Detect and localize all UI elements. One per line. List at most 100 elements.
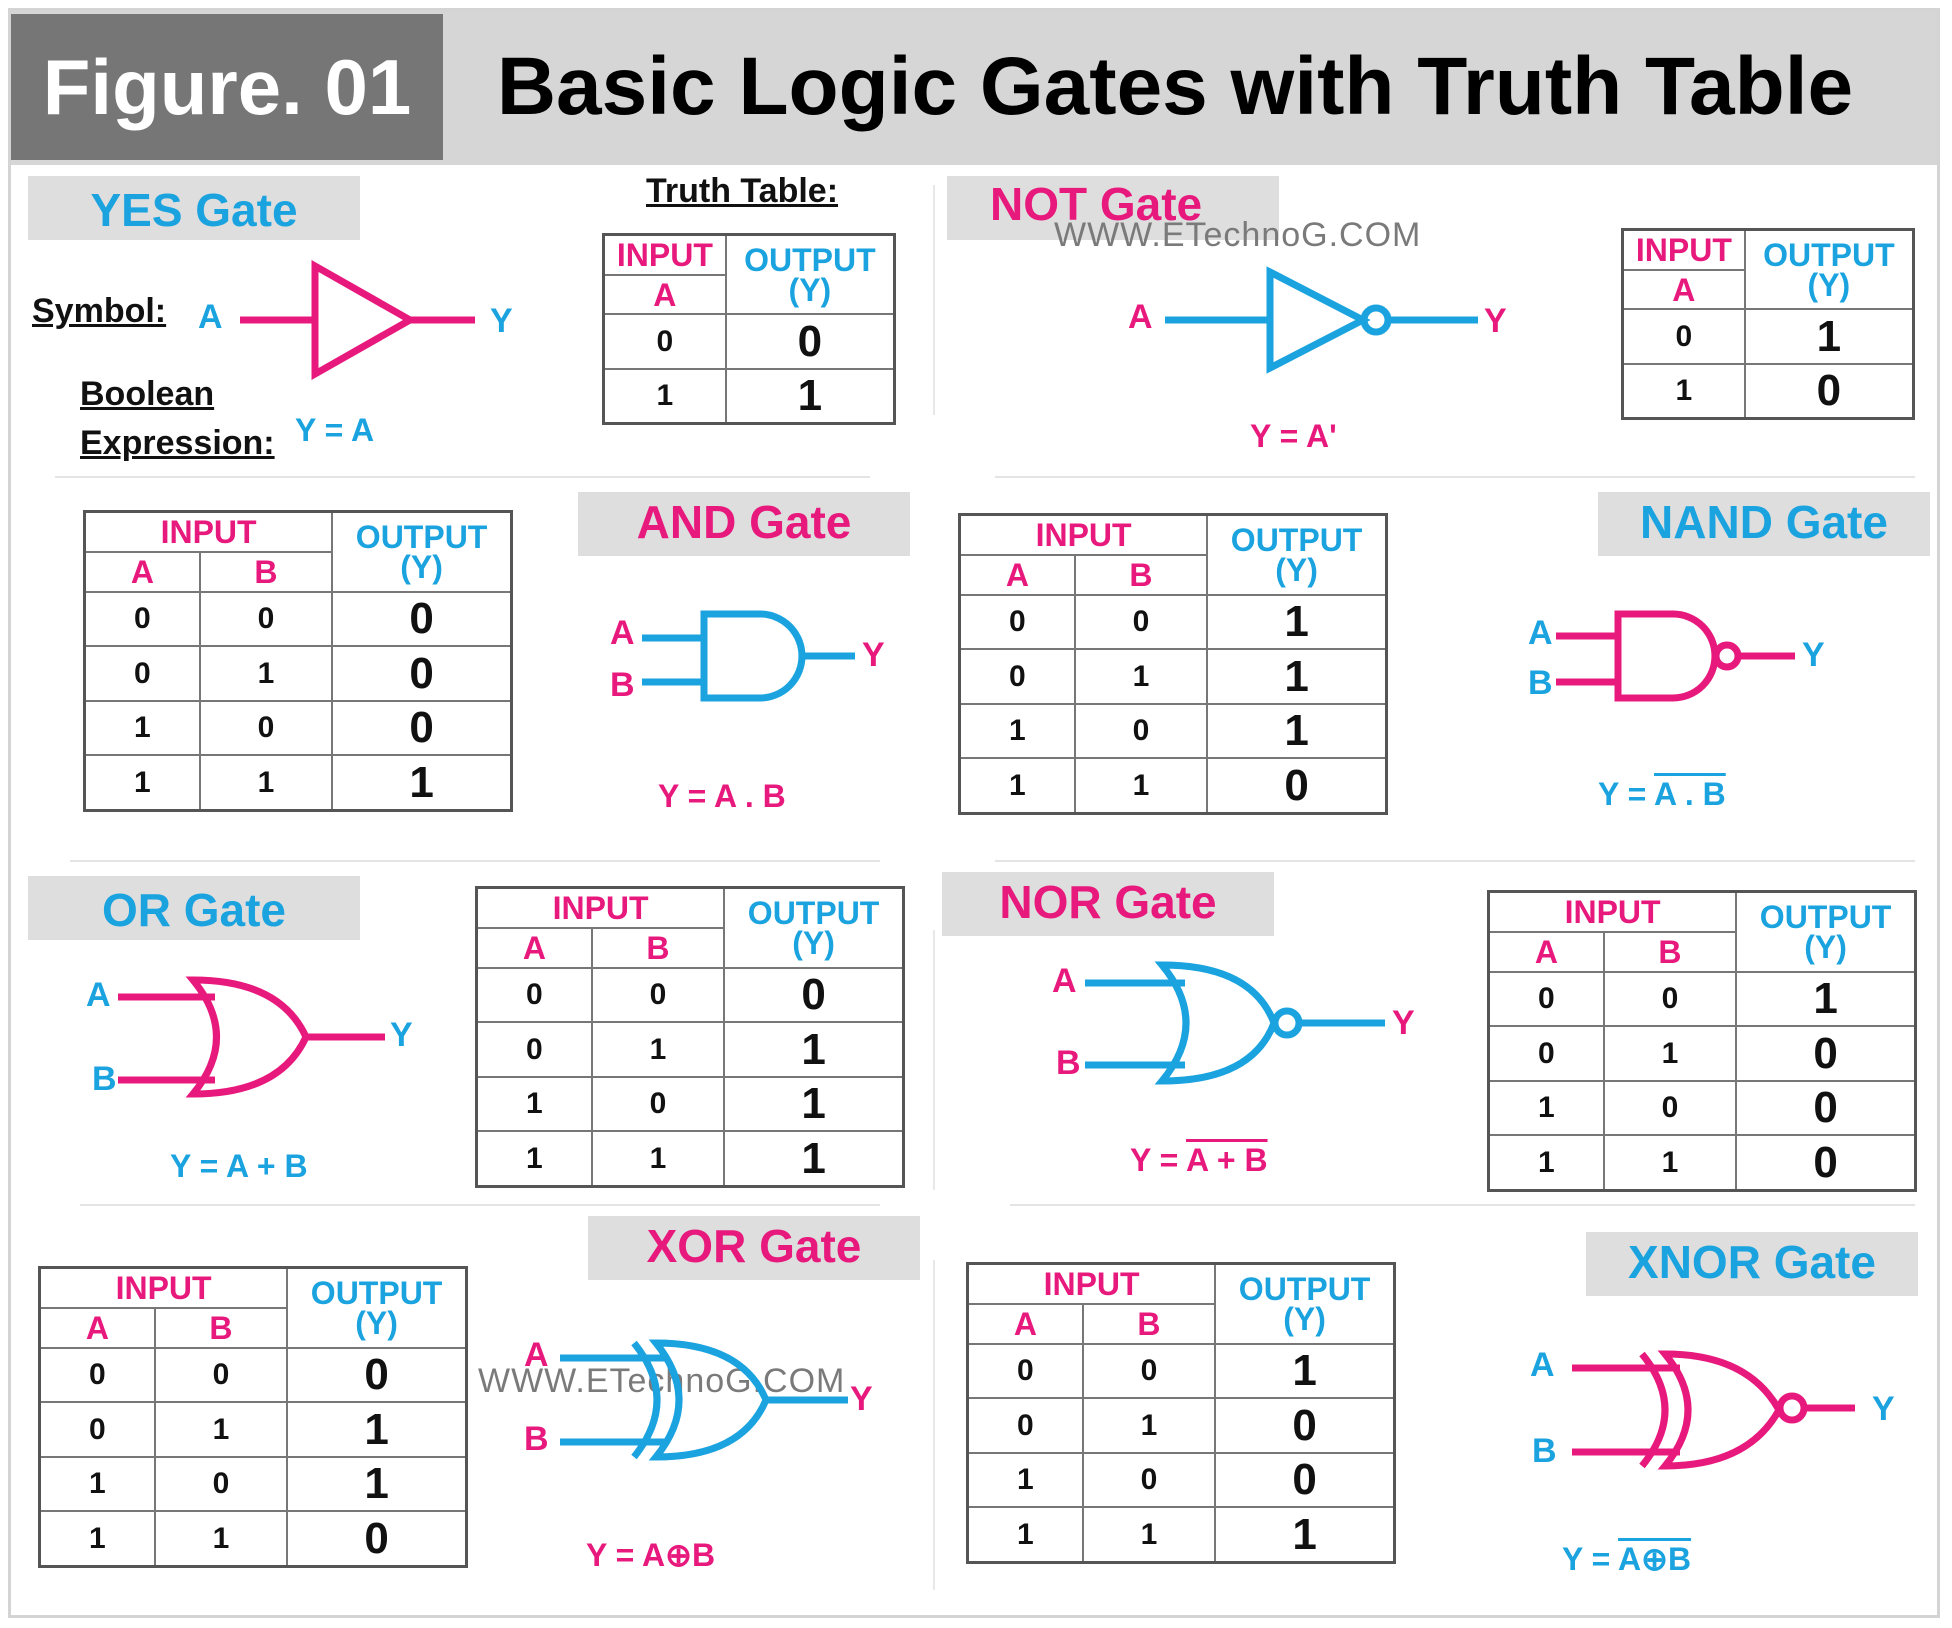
output-header-y: (Y) bbox=[400, 548, 443, 585]
input-cell: 1 bbox=[958, 757, 1076, 815]
output-cell: 1 bbox=[286, 1401, 468, 1458]
input-cell: 1 bbox=[153, 1401, 289, 1458]
input-cell: 1 bbox=[475, 1130, 593, 1188]
not-expression: Y = A' bbox=[1250, 418, 1337, 454]
input-cell: 0 bbox=[1081, 1451, 1217, 1509]
not-truth-table: INPUT OUTPUT (Y) A 0 1 1 0 bbox=[1621, 228, 1915, 420]
input-cell: 1 bbox=[475, 1075, 593, 1133]
table-header-row: INPUT OUTPUT (Y) bbox=[1487, 890, 1917, 973]
input-cell: 1 bbox=[1602, 1025, 1738, 1082]
output-cell: 1 bbox=[1743, 308, 1915, 365]
input-cell: 1 bbox=[1487, 1079, 1605, 1137]
nand-gate-symbol bbox=[1556, 610, 1795, 702]
output-cell: 0 bbox=[1206, 757, 1388, 815]
output-header-label: OUTPUT bbox=[355, 518, 488, 555]
xnor-output-y-label: Y bbox=[1872, 1390, 1895, 1428]
and-input-a-label: A bbox=[610, 614, 635, 652]
figure-label-box bbox=[11, 14, 443, 160]
output-header-label: OUTPUT bbox=[1230, 521, 1363, 558]
output-cell: 0 bbox=[286, 1510, 468, 1568]
input-cell: 0 bbox=[602, 313, 727, 370]
input-cell: 1 bbox=[958, 702, 1076, 760]
output-cell: 1 bbox=[723, 1075, 905, 1133]
page-title: Basic Logic Gates with Truth Table bbox=[496, 41, 1854, 132]
xnor-input-b-label: B bbox=[1532, 1432, 1557, 1470]
input-header: INPUT bbox=[602, 233, 727, 276]
xnor-gate-symbol bbox=[1572, 1350, 1855, 1470]
column-a-header: A bbox=[1487, 930, 1605, 973]
column-a-header: A bbox=[475, 926, 593, 969]
xnor-expression-prefix: Y = bbox=[1562, 1541, 1619, 1577]
output-cell: 0 bbox=[331, 645, 513, 702]
input-cell: 1 bbox=[38, 1455, 156, 1513]
input-cell: 1 bbox=[153, 1510, 289, 1568]
input-cell: 1 bbox=[1621, 362, 1746, 420]
input-cell: 0 bbox=[475, 1021, 593, 1078]
xor-gate-title: XOR Gate bbox=[646, 1220, 862, 1272]
input-cell: 0 bbox=[153, 1346, 289, 1404]
column-a-header: A bbox=[958, 553, 1076, 596]
output-cell: 1 bbox=[723, 1130, 905, 1188]
column-b-header: B bbox=[198, 550, 334, 593]
output-cell: 0 bbox=[723, 966, 905, 1024]
symbol-caption: Symbol: bbox=[32, 292, 167, 330]
input-cell: 1 bbox=[1073, 757, 1209, 815]
output-header-label: OUTPUT bbox=[1238, 1270, 1371, 1307]
figure-frame bbox=[8, 8, 1940, 1618]
nand-input-a-label: A bbox=[1528, 614, 1553, 652]
yes-input-a-label: A bbox=[198, 298, 223, 336]
table-subheader-row: A bbox=[602, 273, 895, 316]
input-cell: 0 bbox=[198, 590, 334, 648]
input-header: INPUT bbox=[38, 1266, 289, 1309]
input-cell: 0 bbox=[1621, 308, 1746, 365]
nor-truth-table: INPUT OUTPUT (Y) A B 0 0 1 0 1 0 1 0 0 1 1 0 bbox=[1487, 890, 1917, 1192]
input-header: INPUT bbox=[1621, 228, 1746, 271]
xor-input-a-label: A bbox=[524, 1336, 549, 1374]
input-cell: 0 bbox=[1602, 970, 1738, 1028]
input-cell: 1 bbox=[1487, 1134, 1605, 1192]
output-header-y: (Y) bbox=[788, 271, 832, 308]
xor-output-y-label: Y bbox=[850, 1380, 873, 1418]
nand-truth-table: INPUT OUTPUT (Y) A B 0 0 1 0 1 1 1 0 1 1 1 0 bbox=[958, 513, 1388, 815]
output-cell: 1 bbox=[1206, 648, 1388, 705]
or-input-b-label: B bbox=[92, 1060, 117, 1098]
output-header-y: (Y) bbox=[1283, 1300, 1326, 1337]
output-cell: 1 bbox=[1206, 702, 1388, 760]
output-cell: 0 bbox=[331, 590, 513, 648]
column-a-header: A bbox=[1621, 268, 1746, 311]
input-cell: 1 bbox=[1602, 1134, 1738, 1192]
output-cell: 1 bbox=[331, 754, 513, 812]
and-output-y-label: Y bbox=[862, 636, 885, 674]
and-input-b-label: B bbox=[610, 666, 635, 704]
yes-truth-table: INPUT OUTPUT (Y) A 0 0 1 1 bbox=[602, 233, 896, 425]
input-header: INPUT bbox=[1487, 890, 1738, 933]
input-header: INPUT bbox=[475, 886, 726, 929]
column-divider bbox=[933, 1260, 935, 1590]
output-header: OUTPUT (Y) bbox=[286, 1266, 468, 1349]
output-cell: 0 bbox=[1735, 1079, 1917, 1137]
not-gate-band bbox=[947, 176, 1279, 240]
row-divider bbox=[995, 476, 1915, 478]
input-header: INPUT bbox=[966, 1262, 1217, 1305]
input-cell: 0 bbox=[1081, 1342, 1217, 1400]
xor-expression: Y = A⊕B bbox=[586, 1537, 716, 1573]
output-header-y: (Y) bbox=[792, 924, 835, 961]
input-cell: 1 bbox=[38, 1510, 156, 1568]
output-cell: 0 bbox=[1214, 1451, 1396, 1509]
xnor-gate-band bbox=[1586, 1232, 1918, 1296]
output-header-label: OUTPUT bbox=[747, 894, 880, 931]
